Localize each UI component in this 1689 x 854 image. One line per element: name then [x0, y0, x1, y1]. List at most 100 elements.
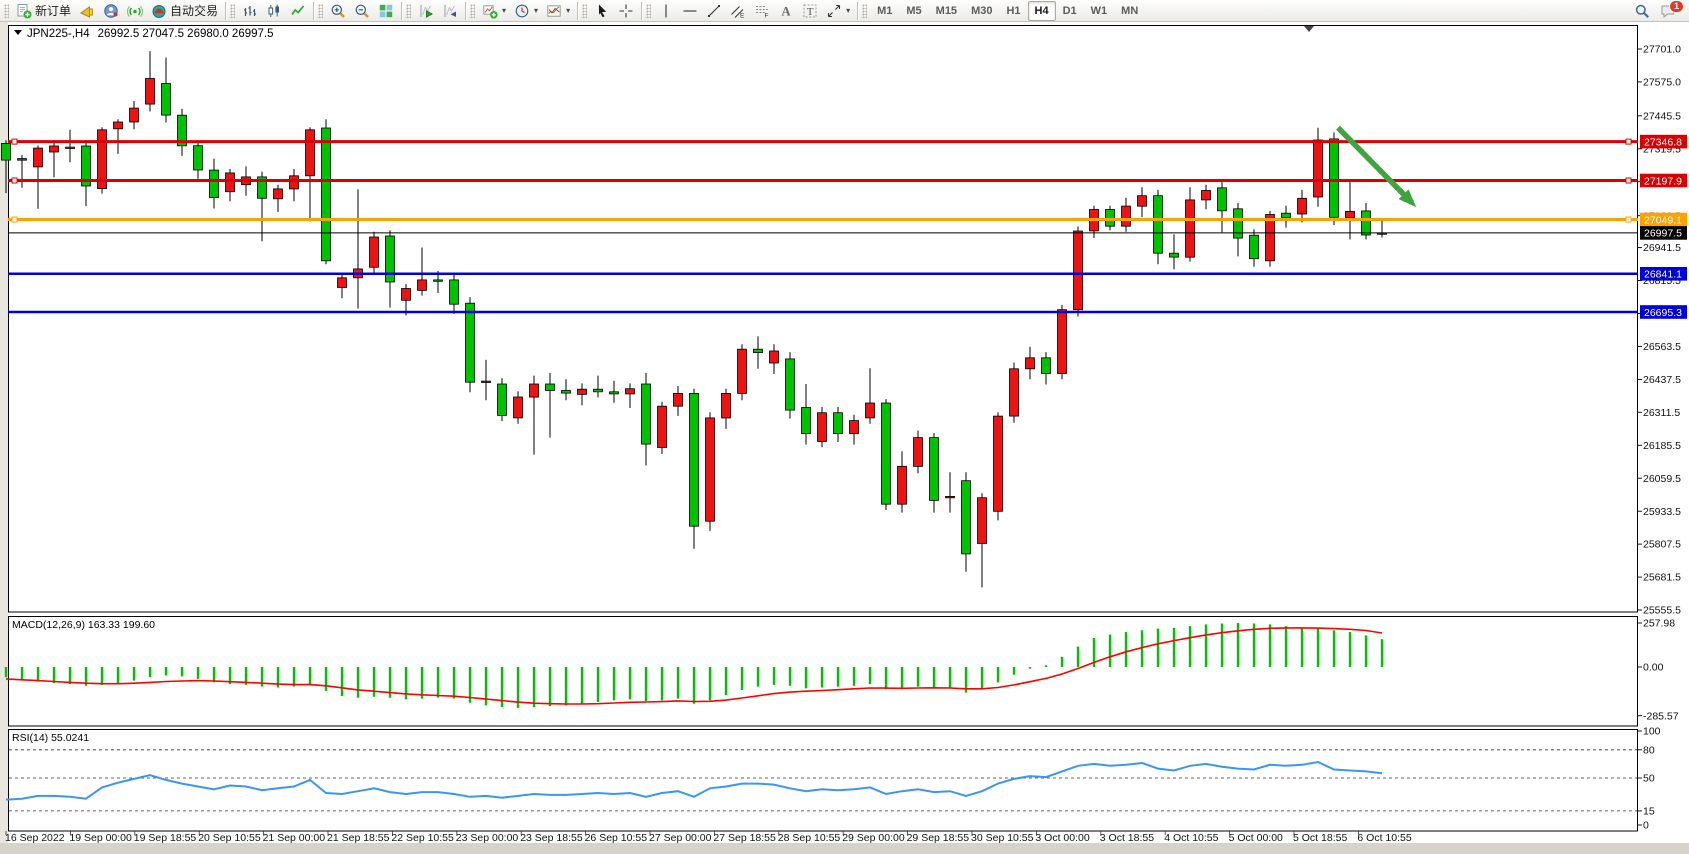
chart-shift-marker[interactable]	[1304, 26, 1314, 32]
timeframe-M15[interactable]: M15	[929, 1, 964, 21]
zoom-in-icon	[331, 4, 345, 18]
channel-button[interactable]: E	[726, 1, 750, 21]
chart-title-dropdown-icon[interactable]	[14, 30, 22, 35]
zoom-out-button[interactable]	[350, 1, 374, 21]
text-button[interactable]: A	[774, 1, 798, 21]
toolbar-grip[interactable]	[646, 3, 652, 18]
autotrading-icon	[152, 4, 166, 18]
trendline-button[interactable]	[702, 1, 726, 21]
price-tick-label: 26185.5	[1643, 440, 1681, 452]
timeframe-MN[interactable]: MN	[1114, 1, 1145, 21]
candle-body	[769, 350, 779, 364]
line-chart-button[interactable]	[286, 1, 310, 21]
cursor-button[interactable]	[590, 1, 614, 21]
candle-body	[305, 129, 315, 177]
signal-icon	[127, 5, 143, 17]
price-tick-label: 27445.5	[1643, 110, 1681, 122]
alerts-button[interactable]	[75, 1, 99, 21]
toolbar-grip[interactable]	[862, 3, 868, 18]
indicators-button[interactable]: ▾	[542, 1, 574, 21]
profiles-button[interactable]: ▾	[510, 1, 542, 21]
chart-shift-button[interactable]	[438, 1, 462, 21]
bar-chart-button[interactable]	[238, 1, 262, 21]
time-tick-label: 6 Oct 10:55	[1357, 832, 1411, 844]
candle-body	[1345, 210, 1355, 219]
arrows-icon	[828, 4, 841, 17]
autotrading-button[interactable]: 自动交易	[147, 1, 222, 21]
line-handle[interactable]	[1625, 216, 1632, 223]
timeframe-H4[interactable]: H4	[1027, 0, 1056, 21]
candle-body	[1249, 234, 1259, 260]
chat-button[interactable]: 1	[1656, 0, 1684, 21]
timeframe-W1[interactable]: W1	[1084, 1, 1115, 21]
signals-button[interactable]	[123, 1, 147, 21]
candle-body	[481, 380, 491, 383]
timeframe-M30[interactable]: M30	[964, 1, 999, 21]
toolbar-grip[interactable]	[406, 3, 412, 18]
line-handle[interactable]	[11, 177, 18, 184]
candle-body	[641, 383, 651, 445]
rsi-tick-label: 15	[1643, 806, 1655, 818]
candle-body	[1329, 138, 1339, 218]
new-order-button[interactable]: 新订单	[12, 1, 75, 21]
candles-icon	[268, 4, 280, 17]
line-handle[interactable]	[11, 216, 18, 223]
price-tick-label: 26437.5	[1643, 374, 1681, 386]
chart-symbol-period: JPN225-,H4	[27, 28, 90, 40]
svg-text:A: A	[782, 4, 791, 18]
candle-body	[449, 279, 459, 305]
candle-body	[1201, 190, 1211, 201]
new-chart-button[interactable]: ▾	[478, 1, 510, 21]
candle-body	[721, 392, 731, 419]
shapes-button[interactable]: ▾	[822, 1, 854, 21]
candle-body	[465, 302, 475, 383]
horizontal-line-button[interactable]	[678, 1, 702, 21]
line-handle[interactable]	[1625, 138, 1632, 145]
rsi-label: RSI(14) 55.0241	[12, 732, 89, 744]
chevron-down-icon: ▾	[566, 6, 571, 15]
toolbar-grip[interactable]	[582, 3, 588, 18]
toolbar-grip[interactable]	[4, 3, 9, 18]
timeframe-M5[interactable]: M5	[899, 1, 928, 21]
candle-body	[193, 145, 203, 171]
linechart-icon	[291, 4, 305, 15]
chevron-down-icon: ▾	[534, 6, 539, 15]
vertical-line-button[interactable]	[654, 1, 678, 21]
line-handle[interactable]	[11, 138, 18, 145]
crosshair-button[interactable]	[614, 1, 638, 21]
timeframe-M1[interactable]: M1	[870, 1, 899, 21]
trend-arrow-annotation[interactable]	[1336, 125, 1417, 208]
auto-scroll-button[interactable]	[414, 1, 438, 21]
candle-body	[897, 465, 907, 505]
price-tick-label: 26563.5	[1643, 341, 1681, 353]
line-handle[interactable]	[1625, 177, 1632, 184]
candle-body	[625, 388, 635, 395]
tile-windows-button[interactable]	[374, 1, 398, 21]
toolbar-grip[interactable]	[318, 3, 324, 18]
search-button[interactable]	[1630, 1, 1654, 21]
rsi-tick-label: 100	[1643, 726, 1661, 738]
time-tick-label: 3 Oct 18:55	[1100, 832, 1154, 844]
candle-body	[257, 176, 267, 199]
candlestick-button[interactable]	[262, 1, 286, 21]
candle-body	[865, 402, 875, 419]
toolbar-grip[interactable]	[230, 3, 236, 18]
candle-body	[945, 495, 955, 499]
candle-body	[1, 142, 11, 161]
toolbar-separator	[401, 1, 403, 20]
timeframe-D1[interactable]: D1	[1056, 1, 1084, 21]
toolbar-grip[interactable]	[470, 3, 476, 18]
community-button[interactable]	[99, 1, 123, 21]
label-button[interactable]: T	[798, 1, 822, 21]
candle-body	[225, 172, 235, 193]
toolbar-separator	[857, 1, 859, 20]
zoom-in-button[interactable]	[326, 1, 350, 21]
candle-body	[177, 114, 187, 147]
candle-body	[545, 383, 555, 391]
toolbar-right: 1	[1630, 0, 1686, 21]
fibonacci-button[interactable]: F	[750, 1, 774, 21]
timeframe-H1[interactable]: H1	[999, 1, 1027, 21]
time-tick-label: 3 Oct 00:00	[1035, 832, 1089, 844]
time-tick-label: 21 Sep 18:55	[327, 832, 390, 844]
